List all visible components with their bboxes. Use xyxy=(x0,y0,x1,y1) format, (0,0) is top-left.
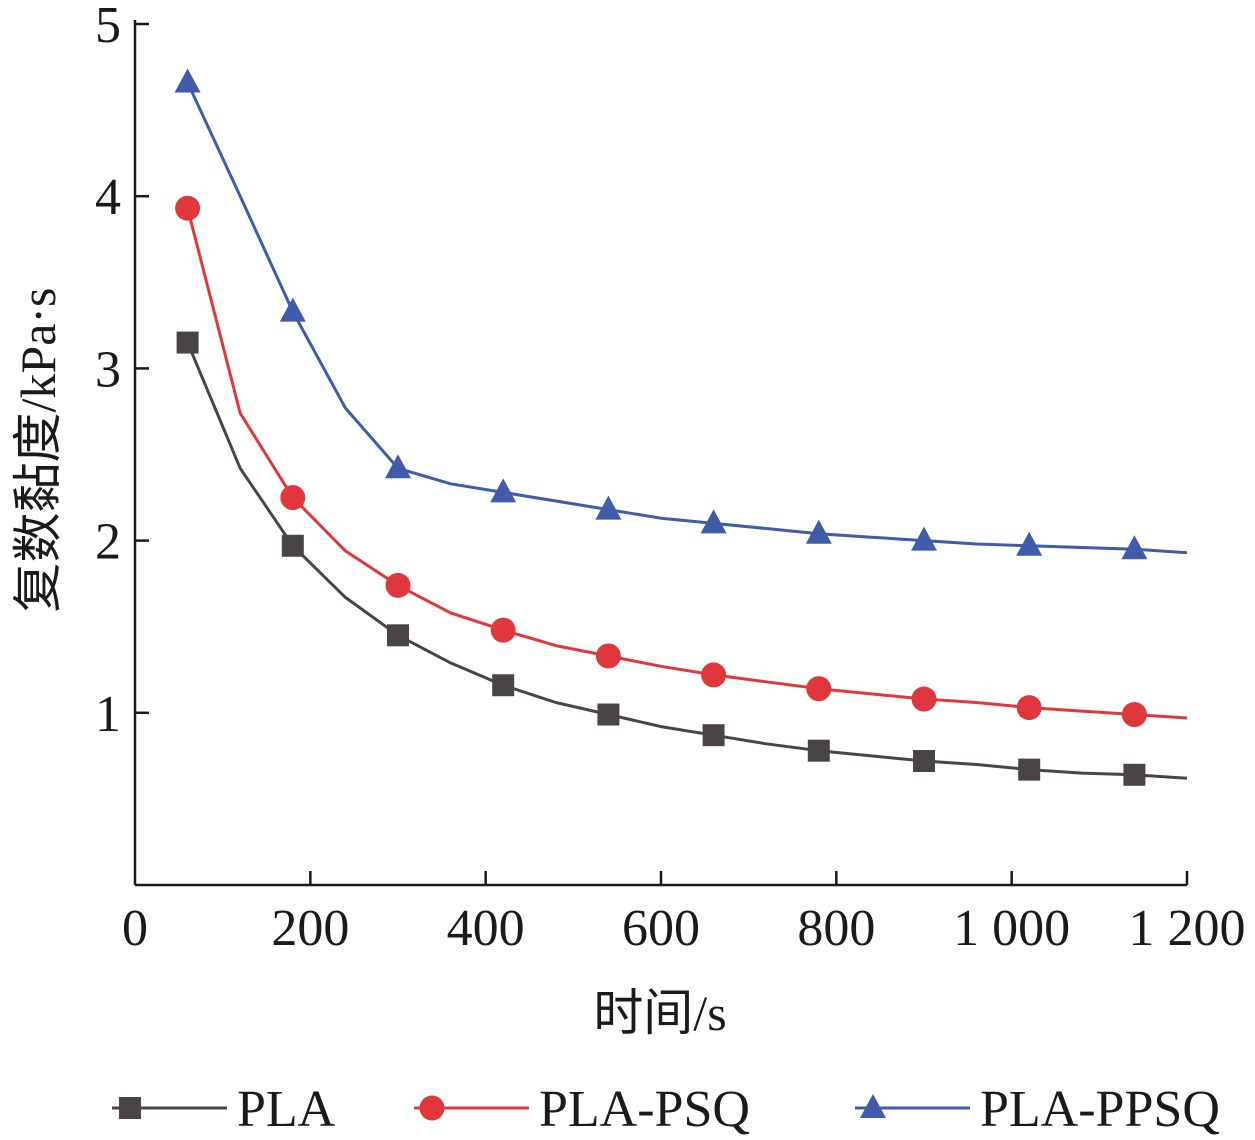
y-axis-title: 复数黏度/kPa·s xyxy=(10,288,66,613)
x-tick-label: 400 xyxy=(447,900,525,957)
data-point-pla-ppsq xyxy=(700,509,727,534)
data-point-pla-psq xyxy=(280,485,306,511)
series-line-pla-ppsq xyxy=(186,81,1188,555)
legend-marker-pla-psq xyxy=(419,1095,445,1121)
data-point-pla xyxy=(387,624,409,647)
data-point-pla xyxy=(1018,758,1041,781)
data-point-pla-psq xyxy=(806,676,832,702)
data-point-pla xyxy=(807,739,830,762)
data-point-pla-ppsq xyxy=(911,526,937,551)
data-point-pla-psq xyxy=(175,195,201,221)
data-point-pla xyxy=(913,750,935,773)
legend-label-pla-ppsq: PLA-PPSQ xyxy=(980,1081,1220,1138)
legend-marker-pla-ppsq xyxy=(860,1094,886,1118)
data-point-pla-psq xyxy=(701,662,727,688)
x-tick-label: 1 200 xyxy=(1129,900,1246,957)
data-point-pla xyxy=(492,674,515,697)
data-point-pla-psq xyxy=(1121,702,1147,728)
x-axis-title: 时间/s xyxy=(593,985,726,1041)
data-point-pla-ppsq xyxy=(595,495,622,520)
series-line-pla-psq xyxy=(186,207,1188,720)
data-point-pla-ppsq xyxy=(385,454,411,479)
ticks xyxy=(135,22,1189,885)
data-point-pla-ppsq xyxy=(1121,535,1148,560)
series-lines xyxy=(186,81,1188,780)
data-point-pla-ppsq xyxy=(490,478,517,503)
y-tick-label: 3 xyxy=(95,341,121,398)
data-point-pla xyxy=(702,724,725,747)
data-point-pla-ppsq xyxy=(174,68,201,93)
data-point-pla-psq xyxy=(911,686,937,712)
y-tick-label: 4 xyxy=(95,169,121,226)
data-point-pla xyxy=(281,534,304,557)
x-tick-label: 0 xyxy=(122,900,148,957)
legend-marker-pla xyxy=(119,1097,141,1119)
data-point-pla-psq xyxy=(595,643,621,669)
data-point-pla xyxy=(1123,763,1146,786)
y-tick-label: 1 xyxy=(95,686,121,743)
data-point-pla-ppsq xyxy=(279,297,306,322)
data-point-pla xyxy=(597,703,620,726)
y-tick-label: 2 xyxy=(95,514,121,571)
data-point-pla-psq xyxy=(490,617,516,643)
data-point-pla-ppsq xyxy=(805,519,832,544)
legend-label-pla: PLA xyxy=(237,1081,336,1138)
data-point-pla-psq xyxy=(1016,695,1042,721)
legend: PLA PLA-PSQ PLA-PPSQ xyxy=(112,1081,1220,1138)
data-point-pla xyxy=(176,331,199,354)
legend-label-pla-psq: PLA-PSQ xyxy=(539,1081,750,1138)
data-point-pla-psq xyxy=(385,572,411,598)
axes xyxy=(133,20,1187,887)
x-tick-label: 600 xyxy=(622,900,700,957)
x-tick-label: 200 xyxy=(271,900,349,957)
series-markers xyxy=(174,68,1148,786)
tick-labels: 0 200 400 600 800 1 000 1 200 1 2 3 4 5 xyxy=(95,0,1246,957)
y-tick-label: 5 xyxy=(95,0,121,54)
x-tick-label: 800 xyxy=(797,900,875,957)
data-point-pla-ppsq xyxy=(1016,531,1043,556)
x-tick-label: 1 000 xyxy=(953,900,1070,957)
